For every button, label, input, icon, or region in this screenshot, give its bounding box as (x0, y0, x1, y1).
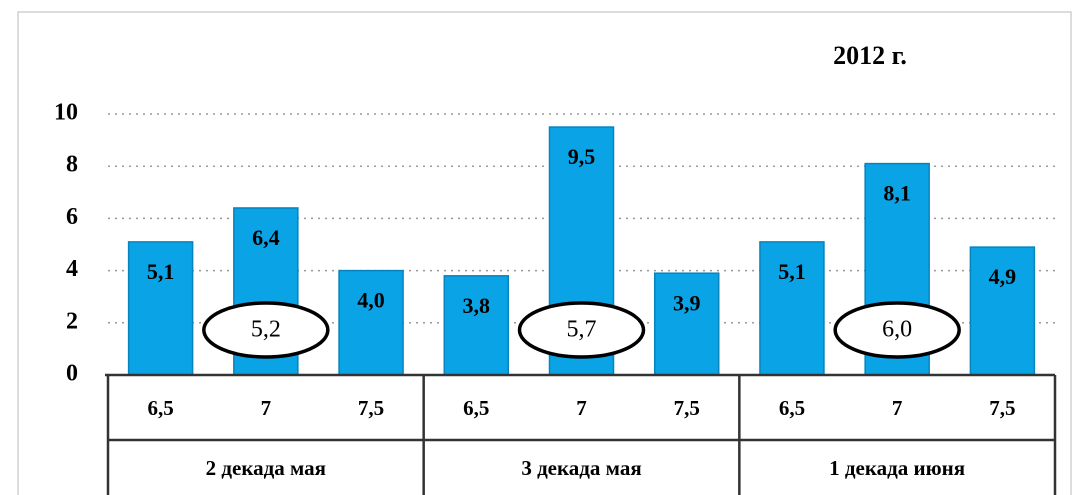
y-tick-label: 10 (54, 100, 78, 126)
x-tick-label: 7 (261, 396, 272, 420)
value-label: 6,4 (252, 225, 280, 250)
x-tick-label: 7 (576, 396, 587, 420)
y-tick-label: 2 (66, 308, 78, 334)
value-label: 5,1 (147, 259, 175, 284)
value-label: 8,1 (883, 181, 911, 206)
bar (759, 241, 825, 376)
annotation-ellipse (517, 301, 646, 359)
value-label: 4,9 (989, 264, 1017, 289)
annotation-ellipse (833, 301, 961, 359)
bar (338, 269, 404, 376)
value-label: 4,0 (357, 288, 385, 313)
x-tick-label: 6,5 (147, 396, 173, 420)
chart-title: 2012 г. (833, 41, 907, 70)
y-tick-label: 0 (66, 361, 78, 387)
x-tick-label: 7,5 (674, 396, 700, 420)
y-tick-label: 6 (66, 204, 78, 230)
x-tick-label: 7,5 (989, 396, 1015, 420)
bar (653, 272, 720, 376)
value-label: 3,9 (673, 290, 701, 315)
value-label: 3,8 (463, 293, 491, 318)
group-label: 1 декада июня (829, 456, 965, 480)
annotation: 6,0 (882, 317, 912, 343)
x-tick-label: 6,5 (779, 396, 805, 420)
annotation: 5,2 (251, 317, 281, 343)
value-label: 5,1 (778, 259, 806, 284)
x-tick-label: 6,5 (463, 396, 489, 420)
y-tick-label: 8 (66, 152, 78, 178)
bar (443, 275, 510, 376)
y-tick-label: 4 (66, 256, 78, 282)
annotation-ellipse (202, 301, 330, 359)
value-label: 9,5 (568, 144, 596, 169)
x-tick-label: 7,5 (358, 396, 384, 420)
bar (969, 246, 1036, 376)
x-tick-label: 7 (892, 396, 903, 420)
group-label: 3 декада мая (521, 456, 641, 480)
annotation: 5,7 (567, 317, 597, 343)
chart-border (17, 11, 1072, 495)
group-label: 2 декада мая (206, 456, 326, 480)
